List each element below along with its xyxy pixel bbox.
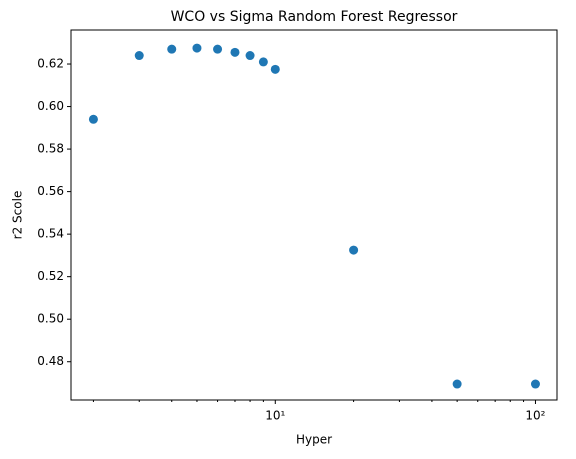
point bbox=[349, 245, 359, 255]
point bbox=[167, 44, 177, 54]
point bbox=[88, 114, 98, 124]
point bbox=[245, 51, 255, 61]
y-tick-label: 0.58 bbox=[37, 142, 64, 156]
y-tick-label: 0.56 bbox=[37, 184, 64, 198]
y-tick-label: 0.62 bbox=[37, 57, 64, 71]
x-tick-label: 10¹ bbox=[265, 409, 285, 423]
point bbox=[213, 44, 223, 54]
point bbox=[258, 57, 268, 67]
point bbox=[192, 43, 202, 53]
y-tick-label: 0.48 bbox=[37, 354, 64, 368]
y-tick-label: 0.52 bbox=[37, 269, 64, 283]
y-axis-label: r2 Scole bbox=[11, 191, 25, 240]
x-tick-label: 10² bbox=[525, 409, 545, 423]
point bbox=[530, 379, 540, 389]
y-tick-label: 0.60 bbox=[37, 99, 64, 113]
point bbox=[230, 47, 240, 57]
plot-frame bbox=[70, 29, 558, 401]
point bbox=[134, 51, 144, 61]
chart-title: WCO vs Sigma Random Forest Regressor bbox=[171, 9, 458, 25]
y-tick-label: 0.50 bbox=[37, 312, 64, 326]
point bbox=[270, 64, 280, 74]
x-axis-label: Hyper bbox=[296, 433, 332, 447]
point bbox=[452, 379, 462, 389]
y-tick-label: 0.54 bbox=[37, 227, 64, 241]
